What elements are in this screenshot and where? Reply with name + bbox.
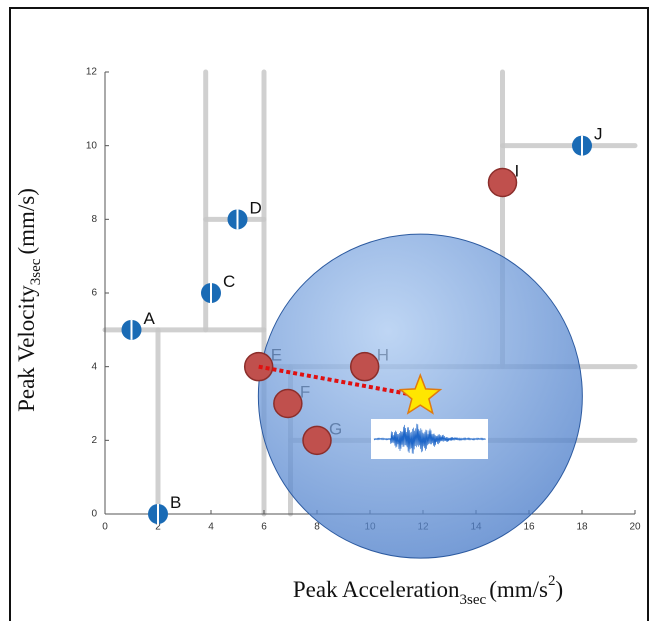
point bbox=[274, 390, 302, 418]
point-label: D bbox=[250, 198, 262, 217]
y-tick-label: 12 bbox=[86, 67, 98, 78]
point-label: B bbox=[170, 493, 181, 512]
y-tick-label: 4 bbox=[91, 361, 97, 372]
point-label: C bbox=[223, 272, 235, 291]
y-tick-label: 2 bbox=[91, 435, 97, 446]
x-label-superscript: 2 bbox=[548, 573, 556, 589]
point bbox=[351, 353, 379, 381]
x-tick-label: 6 bbox=[261, 522, 267, 533]
y-tick-label: 6 bbox=[91, 288, 97, 299]
y-label-subscript: 3sec bbox=[28, 258, 44, 285]
y-tick-label: 0 bbox=[91, 509, 97, 520]
figure: 02468101214161820024681012 ABCDEFGHIJ Pe… bbox=[0, 0, 656, 621]
y-tick-label: 8 bbox=[91, 214, 97, 225]
y-tick-label: 10 bbox=[86, 140, 98, 151]
x-label-unit: (mm/s bbox=[489, 577, 548, 602]
x-tick-label: 18 bbox=[576, 522, 588, 533]
x-tick-label: 4 bbox=[208, 522, 214, 533]
x-label-text: Peak Acceleration bbox=[293, 577, 460, 602]
point-label: A bbox=[144, 309, 156, 328]
point-label: J bbox=[594, 125, 603, 144]
y-label-text: Peak Velocity bbox=[14, 285, 39, 412]
x-tick-label: 20 bbox=[629, 522, 641, 533]
point bbox=[303, 426, 331, 454]
x-tick-label: 16 bbox=[523, 522, 535, 533]
y-axis-label: Peak Velocity3sec (mm/s) bbox=[14, 188, 44, 412]
x-label-subscript: 3sec bbox=[460, 592, 487, 608]
x-label-unit-end: ) bbox=[555, 577, 563, 602]
point bbox=[489, 169, 517, 197]
x-axis-label: Peak Acceleration3sec(mm/s2) bbox=[293, 573, 563, 608]
x-tick-label: 0 bbox=[102, 522, 108, 533]
y-label-unit: (mm/s) bbox=[14, 188, 39, 254]
